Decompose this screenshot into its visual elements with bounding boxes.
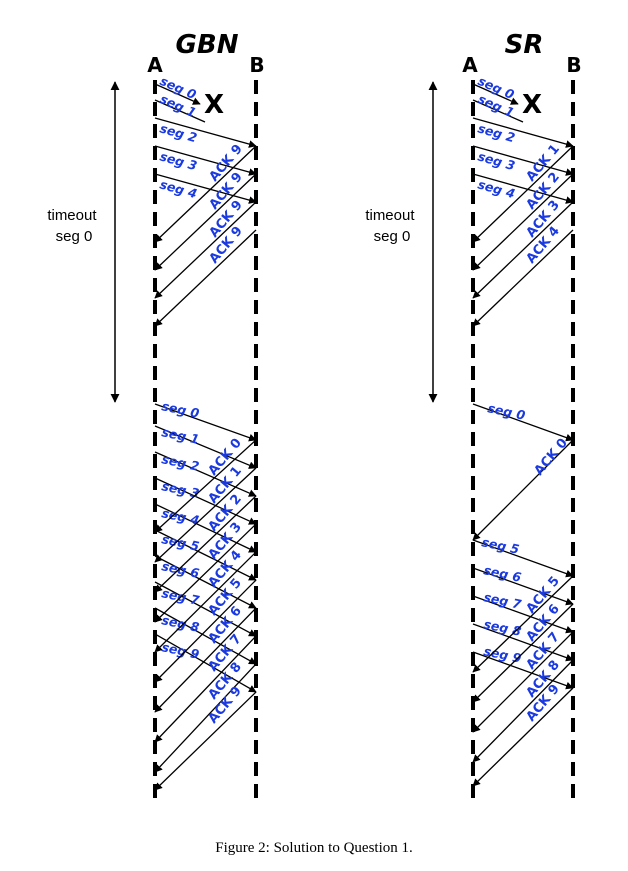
gbn-seg-arrow [154,451,257,497]
gbn-seg-arrow [154,117,257,148]
sr-title: SR [505,30,544,60]
gbn-ack-arrow [154,229,257,327]
gbn-seg-label: seg 3 [160,478,200,501]
gbn-ack-arrow [154,467,257,563]
sr-seg-label: seg 5 [480,534,521,557]
sr-ack-arrow [472,439,574,541]
gbn-ack-arrow [154,579,257,683]
gbn-ack-arrow [154,691,257,791]
gbn-seg-arrow-lost [154,99,206,123]
sr-seg-label: seg 6 [482,562,523,585]
sr-seg-arrow [472,173,574,204]
sr-seg-label: seg 3 [476,148,517,173]
gbn-seg-arrow [154,503,257,553]
sr-seg-arrow [472,117,574,148]
sr-seg-label: seg 4 [476,176,517,201]
gbn-ack-arrow [154,173,257,271]
gbn-seg-label: seg 4 [158,176,199,201]
gbn-ack-arrow [154,439,257,533]
gbn-loss-marker: X [204,90,224,120]
gbn-ack-arrow [154,607,257,713]
gbn-ack-arrow [154,635,257,743]
gbn-ack-arrow [154,201,257,299]
gbn-seg-label: seg 6 [160,558,201,581]
gbn-title: GBN [176,30,239,60]
gbn-seg-label: seg 2 [158,120,199,145]
gbn-seg-arrow [154,529,257,581]
gbn-seg-arrow [154,403,257,442]
sr-timeout-label: timeout seg 0 [365,207,418,245]
sr-sender-label: A [462,53,478,77]
gbn-ack-arrow [154,663,257,773]
sr-second-round-segments: seg 5 seg 6 seg 7 seg 8 seg 9 [472,534,574,690]
gbn-ack-arrow [154,523,257,623]
sr-retransmission: seg 0 ACK 0 [472,400,574,541]
sr-seg-arrow [472,651,574,690]
gbn-seg-label: seg 1 [160,424,200,447]
sr-seg-arrow-lost [472,99,524,123]
sr-panel: SR A B timeout seg 0 seg 0 seg 1 X seg 2… [365,30,582,800]
gbn-seg-label: seg 0 [160,398,201,421]
sr-ack-arrow [472,659,574,763]
sr-seg-arrow [472,567,574,606]
gbn-seg-label: seg 8 [160,612,201,635]
sr-seg-label: seg 7 [482,589,523,612]
sr-ack-arrow [472,575,574,673]
sr-ack-arrow [472,687,574,787]
gbn-sender-label: A [147,53,163,77]
sr-seg-label: seg 2 [476,120,517,145]
sr-ack-arrow [472,173,574,271]
sr-seg-label: seg 8 [482,616,523,639]
gbn-ack-arrow [154,145,257,243]
gbn-panel: GBN A B timeout seg 0 seg 0 seg 1 X seg … [47,30,265,800]
sr-loss-marker: X [522,90,542,120]
gbn-ack-arrow [154,551,257,653]
sr-ack-arrow [472,631,574,733]
sr-seg-arrow [472,623,574,662]
sr-seg-arrow [472,145,574,176]
sr-seg-label: seg 0 [486,400,527,423]
figure-caption: Figure 2: Solution to Question 1. [215,840,413,856]
sr-ack-arrow [472,201,574,299]
sr-ack-arrow [472,145,574,243]
gbn-receiver-label: B [249,53,264,77]
sr-ack-arrow [472,229,574,327]
gbn-seg-arrow [154,173,257,204]
gbn-seg-arrow [154,581,257,637]
sr-seg-arrow [472,83,519,105]
gbn-ack-arrow [154,495,257,593]
gbn-seg-arrow [154,83,201,105]
sr-seg-arrow [472,595,574,634]
sr-seg-arrow [472,539,574,578]
sr-ack-label: ACK 0 [532,436,571,479]
gbn-seg-arrow [154,425,257,469]
sr-seg-arrow [472,403,574,442]
gbn-seg-label: seg 3 [158,148,199,173]
sr-receiver-label: B [566,53,581,77]
gbn-seg-arrow [154,477,257,525]
gbn-seg-arrow [154,555,257,609]
gbn-timeout-label: timeout seg 0 [47,207,100,245]
gbn-seg-arrow [154,607,257,665]
gbn-seg-label: seg 2 [160,451,200,474]
sr-ack-arrow [472,603,574,703]
sr-second-round-acks: ACK 5 ACK 6 ACK 7 ACK 8 ACK 9 [472,574,574,787]
gbn-seg-arrow [154,145,257,176]
